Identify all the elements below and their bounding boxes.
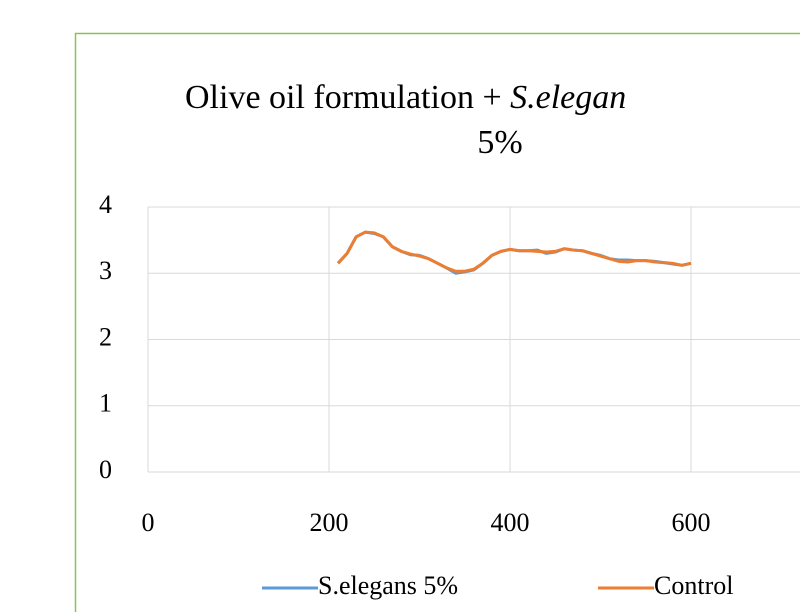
y-tick-label: 0 (99, 455, 112, 484)
y-tick-label: 2 (99, 322, 112, 351)
legend-label: Control (654, 571, 733, 600)
x-tick-label: 200 (310, 508, 349, 537)
y-tick-label: 1 (99, 389, 112, 418)
legend-label: S.elegans 5% (318, 571, 458, 600)
title-italic: S.elegan (510, 79, 626, 116)
y-tick-label: 3 (99, 256, 112, 285)
x-tick-label: 400 (491, 508, 530, 537)
y-tick-label: 4 (99, 190, 112, 219)
x-tick-label: 600 (672, 508, 711, 537)
chart-title: Olive oil formulation + S.elegan (185, 79, 626, 116)
chart-title-line2: 5% (477, 124, 522, 161)
title-text: Olive oil formulation + (185, 79, 510, 116)
x-tick-label: 0 (142, 508, 155, 537)
data-line (336, 230, 692, 273)
chart-frame (74, 32, 800, 612)
